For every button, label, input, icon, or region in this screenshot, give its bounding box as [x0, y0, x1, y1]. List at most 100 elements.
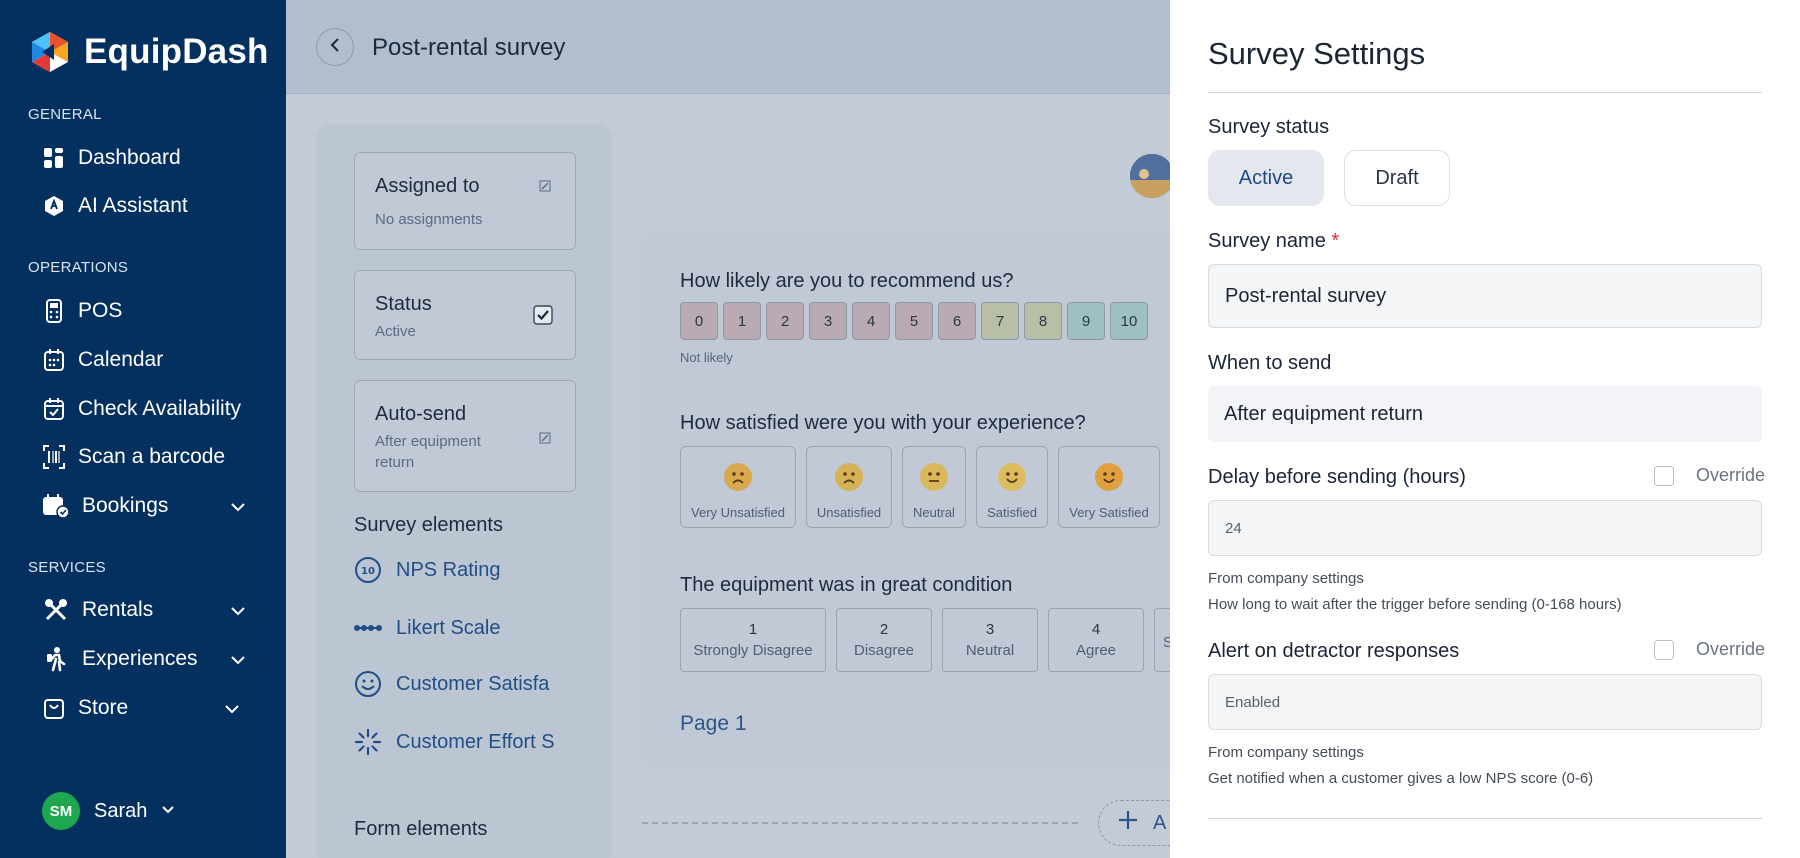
alert-input[interactable]: Enabled [1208, 674, 1762, 730]
alert-override[interactable]: Override [1654, 639, 1765, 660]
delay-help-source: From company settings [1208, 570, 1364, 587]
emoji-face-icon [1095, 463, 1123, 491]
sidebar-item-label: Store [78, 696, 129, 719]
divider [642, 822, 1078, 824]
likert-option-number: 1 [748, 621, 758, 638]
assigned-card[interactable]: Assigned to No assignments [354, 152, 576, 250]
when-to-send-select[interactable]: After equipment return [1208, 386, 1762, 442]
add-page-label: A [1153, 811, 1167, 834]
sidebar-item-calendar[interactable]: Calendar [42, 344, 163, 376]
nps-option[interactable]: 0 [680, 302, 718, 340]
survey-sidebar-panel: Assigned to No assignments Status Active… [316, 124, 612, 858]
page-title: Post-rental survey [372, 34, 566, 61]
survey-name-input[interactable]: Post-rental survey [1208, 264, 1762, 328]
autosend-card[interactable]: Auto-send After equipment return [354, 380, 576, 492]
divider [1208, 818, 1762, 819]
nps-option[interactable]: 5 [895, 302, 933, 340]
csat-option[interactable]: Neutral [902, 446, 966, 528]
required-marker: * [1331, 230, 1340, 252]
dashboard-icon [42, 146, 66, 170]
likert-option[interactable]: 4 Agree [1048, 608, 1144, 672]
status-checkbox[interactable] [533, 305, 553, 330]
nps-option[interactable]: 10 [1110, 302, 1148, 340]
element-customer-effort[interactable]: Customer Effort S [354, 728, 576, 756]
question-likert: The equipment was in great condition [680, 574, 1013, 596]
status-card[interactable]: Status Active [354, 270, 576, 360]
nps-option[interactable]: 9 [1067, 302, 1105, 340]
sidebar-item-scan-barcode[interactable]: Scan a barcode [42, 441, 225, 473]
alert-override-checkbox[interactable] [1654, 639, 1674, 660]
csat-option[interactable]: Satisfied [976, 446, 1048, 528]
sidebar-item-label: Scan a barcode [78, 445, 226, 468]
edit-icon[interactable] [539, 431, 551, 449]
sidebar-item-dashboard[interactable]: Dashboard [42, 142, 181, 174]
sidebar-item-rentals[interactable]: Rentals [42, 594, 245, 626]
element-label: NPS Rating [396, 558, 501, 581]
avatar: SM [42, 792, 80, 830]
nps-option[interactable]: 3 [809, 302, 847, 340]
alert-label: Alert on detractor responses [1208, 640, 1460, 662]
sidebar-item-label: POS [78, 299, 123, 322]
user-menu[interactable]: SM Sarah [42, 792, 175, 830]
chevron-down-icon[interactable] [230, 495, 246, 519]
csat-scale: Very Unsatisfied Unsatisfied Neutral Satisf… [680, 446, 1170, 528]
when-to-send-label: When to send [1208, 352, 1332, 374]
nps-option[interactable]: 1 [723, 302, 761, 340]
app-logo[interactable]: EquipDash [28, 30, 269, 74]
autosend-value-1: After equipment [375, 433, 481, 450]
delay-override[interactable]: Override [1654, 465, 1765, 486]
element-nps-rating[interactable]: 10 NPS Rating [354, 556, 576, 584]
element-likert-scale[interactable]: Likert Scale [354, 614, 576, 642]
add-page-button[interactable]: A [1098, 800, 1208, 846]
user-name: Sarah [94, 799, 148, 822]
question-nps: How likely are you to recommend us? [680, 270, 1014, 292]
likert-option[interactable]: 1 Strongly Disagree [680, 608, 826, 672]
likert-option-label: Disagree [853, 642, 915, 659]
chevron-down-icon[interactable] [230, 648, 246, 672]
nps-option[interactable]: 6 [938, 302, 976, 340]
calendar-icon [42, 348, 66, 372]
nps-option[interactable]: 2 [766, 302, 804, 340]
element-label: Customer Effort S [396, 730, 555, 753]
sidebar-item-label: Experiences [82, 647, 198, 670]
sidebar-item-store[interactable]: Store [42, 692, 239, 724]
override-label: Override [1696, 465, 1766, 485]
csat-option[interactable]: Very Satisfied [1058, 446, 1160, 528]
back-button[interactable] [316, 28, 354, 66]
sidebar-item-check-availability[interactable]: Check Availability [42, 393, 241, 425]
sidebar-item-bookings[interactable]: Bookings [42, 490, 245, 522]
element-customer-satisfaction[interactable]: Customer Satisfa [354, 670, 576, 698]
csat-option[interactable]: Unsatisfied [806, 446, 892, 528]
delay-input[interactable]: 24 [1208, 500, 1762, 556]
chevron-down-icon[interactable] [224, 697, 240, 721]
chevron-down-icon[interactable] [230, 599, 246, 623]
nps-option[interactable]: 4 [852, 302, 890, 340]
delay-help-text: How long to wait after the trigger befor… [1208, 596, 1622, 613]
edit-icon[interactable] [539, 179, 551, 197]
likert-option-label: Agree [1075, 642, 1117, 659]
status-value: Active [375, 323, 416, 340]
sidebar-item-experiences[interactable]: Experiences [42, 643, 245, 675]
question-csat: How satisfied were you with your experie… [680, 412, 1086, 434]
nps-scale: 0 1 2 3 4 5 6 7 8 9 10 [680, 302, 1153, 340]
sidebar-item-ai-assistant[interactable]: AI Assistant [42, 190, 188, 222]
alert-help-source: From company settings [1208, 744, 1364, 761]
emoji-face-icon [998, 463, 1026, 491]
status-draft-button[interactable]: Draft [1344, 150, 1450, 206]
status-active-button[interactable]: Active [1208, 150, 1324, 206]
sidebar: EquipDash GENERAL Dashboard AI Assistant… [0, 0, 286, 858]
nps-option[interactable]: 8 [1024, 302, 1062, 340]
likert-option-label: Strongly Disagree [693, 642, 813, 659]
nps-option[interactable]: 7 [981, 302, 1019, 340]
sidebar-item-label: Check Availability [78, 397, 242, 420]
likert-option[interactable]: 2 Disagree [836, 608, 932, 672]
delay-override-checkbox[interactable] [1654, 465, 1674, 486]
calendar-check-icon [42, 397, 66, 421]
csat-option[interactable]: Very Unsatisfied [680, 446, 796, 528]
likert-option[interactable]: 3 Neutral [942, 608, 1038, 672]
chevron-down-icon[interactable] [161, 802, 175, 820]
likert-icon [354, 614, 382, 642]
sidebar-item-pos[interactable]: POS [42, 295, 122, 327]
preview-image [1130, 154, 1174, 198]
